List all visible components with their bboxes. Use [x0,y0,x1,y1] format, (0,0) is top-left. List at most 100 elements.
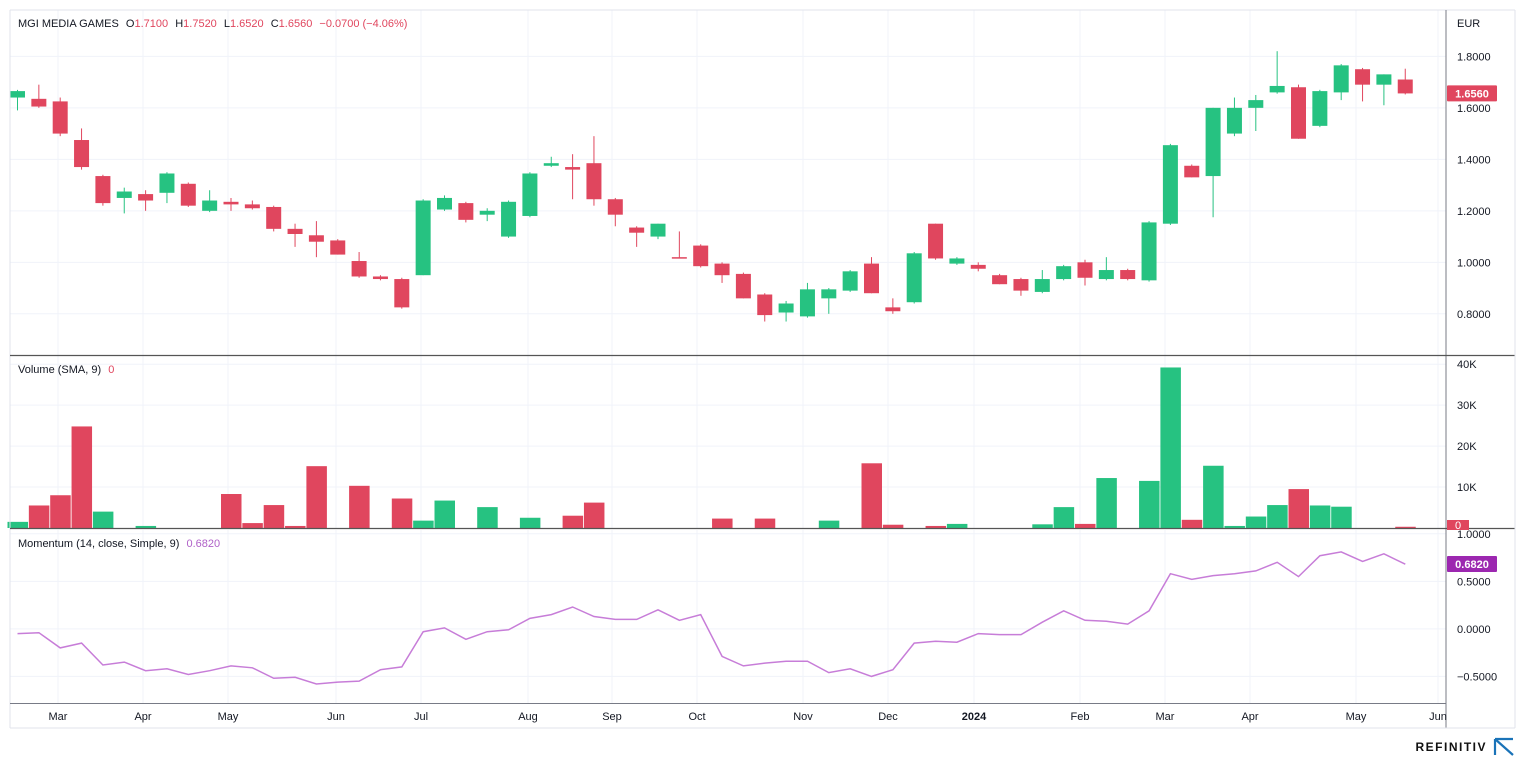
currency-label: EUR [1457,18,1480,30]
candle-body [1291,87,1306,139]
candle-body [74,140,90,168]
candle-body [1013,279,1029,291]
x-tick-label: Nov [793,711,813,723]
x-tick-label: Mar [1156,711,1175,723]
x-tick-label: 2024 [962,711,987,723]
volume-bar [7,521,28,528]
high-value: 1.7520 [183,18,217,30]
volume-bar [1075,523,1096,528]
volume-bar [946,523,968,528]
y-tick-label: 1.8000 [1457,51,1491,63]
price-axis[interactable]: 0.8000 1.0000 1.2000 1.4000 1.6000 1.8000 10K 2… [1457,18,1497,683]
candle-body [330,240,346,255]
volume-bar [1224,525,1245,528]
volume-bar [1096,478,1117,528]
candle-body [1248,100,1264,108]
momentum-tag-text: 0.6820 [1455,559,1489,571]
volume-legend-value: 0 [108,364,115,376]
refinitiv-logo: REFINITIV [1415,737,1515,757]
candle-body [501,201,517,237]
time-axis[interactable]: Mar Apr May Jun Jul Aug Sep Oct Nov Dec 2024 Feb Mar… [49,711,1447,723]
y-tick-label: 1.4000 [1457,154,1491,166]
x-tick-label: Mar [49,711,68,723]
y-tick-label: 1.2000 [1457,206,1491,218]
candle-body [287,228,303,234]
last-price-tag-text: 1.6560 [1455,88,1489,100]
candle-body [992,275,1008,285]
candle-body [650,223,666,237]
candle-body [180,183,196,206]
candle-body [415,200,431,276]
y-tick-label: 1.0000 [1457,529,1491,541]
volume-bar [712,518,733,528]
candle-body [949,258,965,264]
candle-body [1333,65,1349,93]
candle-body [95,176,111,204]
candle-body [116,191,132,198]
brand-name: REFINITIV [1415,740,1487,754]
open-value: 1.7100 [134,18,169,30]
volume-bar [1395,526,1416,528]
y-tick-label: −0.5000 [1457,671,1497,683]
momentum-tag-bg [1447,556,1497,573]
volume-bar [1288,489,1309,528]
candle-body [1269,85,1285,93]
volume-bar [391,498,413,528]
low-value: 1.6520 [230,18,264,30]
volume-bar [242,523,263,528]
x-tick-label: Jun [1429,711,1447,723]
candle-body [864,263,879,294]
candle-body [159,173,175,193]
candle-body [543,163,559,166]
candle-body [586,163,602,200]
volume-bar [434,500,455,528]
y-tick-label: 40K [1457,359,1477,371]
symbol-name: MGI MEDIA GAMES [18,18,119,30]
x-tick-label: Jun [327,711,345,723]
momentum-line [17,551,1406,685]
candle-body [266,206,282,229]
candle-body [1376,74,1392,85]
candle-body [223,201,239,205]
candle-body [1120,270,1136,280]
volume-bar [562,515,584,528]
y-tick-label: 0.5000 [1457,576,1491,588]
candle-body [821,289,837,299]
candle-body [138,194,154,201]
volume-bar [1309,505,1331,528]
candle-body [778,303,794,313]
x-tick-label: May [218,711,239,723]
high-label: H [175,18,184,30]
volume-bar [306,466,327,528]
volume-bar [1245,516,1267,528]
candle-body [714,263,730,276]
refinitiv-arrow-icon [1493,737,1514,756]
x-tick-label: Dec [878,711,898,723]
volume-bar [583,502,605,528]
pane-frames [9,9,1516,729]
y-tick-label: 20K [1457,441,1477,453]
last-value-tags: 1.6560 0.6820 0 [1447,85,1497,573]
volume-bar [92,511,114,528]
volume-bar [818,520,840,528]
candle-body [885,307,901,312]
close-value: 1.6560 [278,18,313,30]
volume-bar [477,507,498,528]
volume-bar [28,505,50,528]
candle-body [1034,279,1050,292]
candle-body [479,210,495,215]
candle-body [10,91,25,98]
y-tick-label: 1.6000 [1457,103,1491,115]
x-tick-label: Oct [688,711,705,723]
candle-body [799,289,815,317]
candle-body [565,167,581,170]
volume-bar [221,494,242,528]
change-value: −0.0700 (−4.06%) [319,18,408,30]
x-tick-label: Feb [1071,711,1090,723]
volume-bar [925,525,947,528]
candle-body [351,261,367,277]
y-tick-label: 0.8000 [1457,309,1491,321]
volume-bar [1032,524,1053,528]
candle-body [970,264,986,269]
